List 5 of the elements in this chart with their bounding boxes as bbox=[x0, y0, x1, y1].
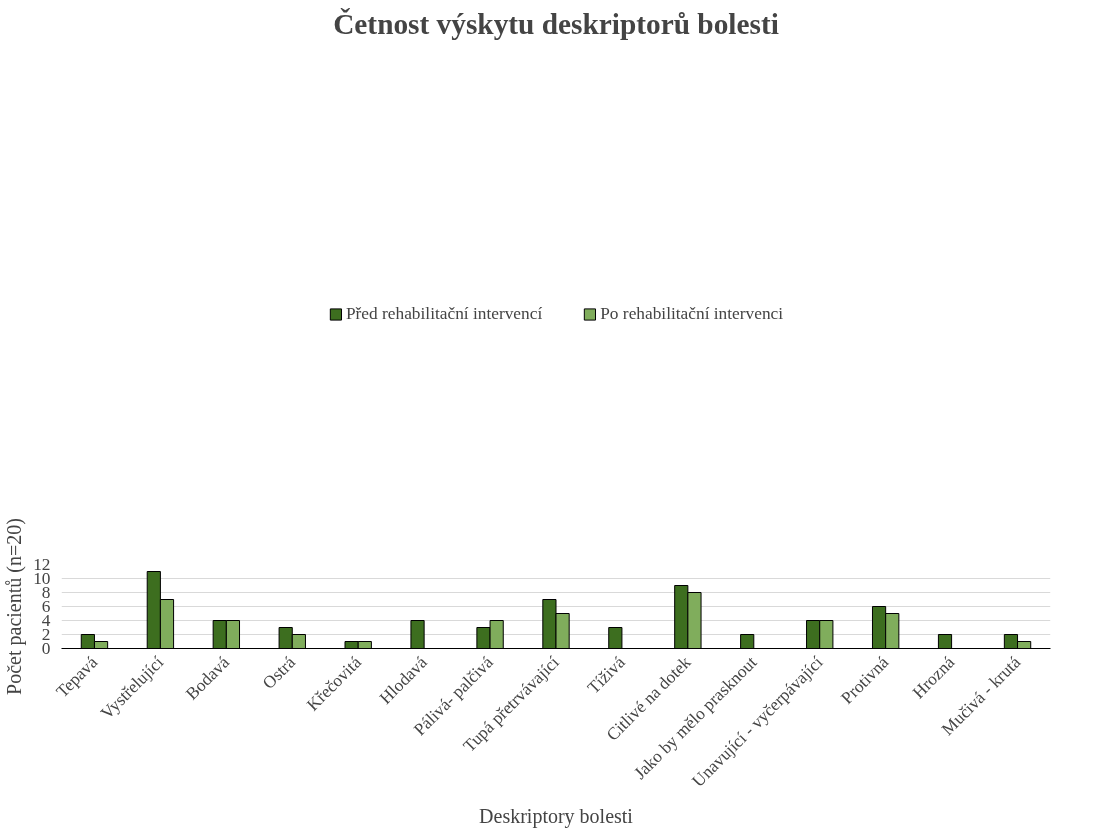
chart-title: Četnost výskytu deskriptorů bolesti bbox=[333, 7, 779, 40]
legend-label: Před rehabilitační intervencí bbox=[345, 304, 543, 324]
legend-label: Po rehabilitační intervenci bbox=[600, 304, 784, 324]
x-axis-title: Deskriptory bolesti bbox=[479, 805, 634, 829]
y-axis-title: Počet pacientů (n=20) bbox=[3, 518, 27, 695]
